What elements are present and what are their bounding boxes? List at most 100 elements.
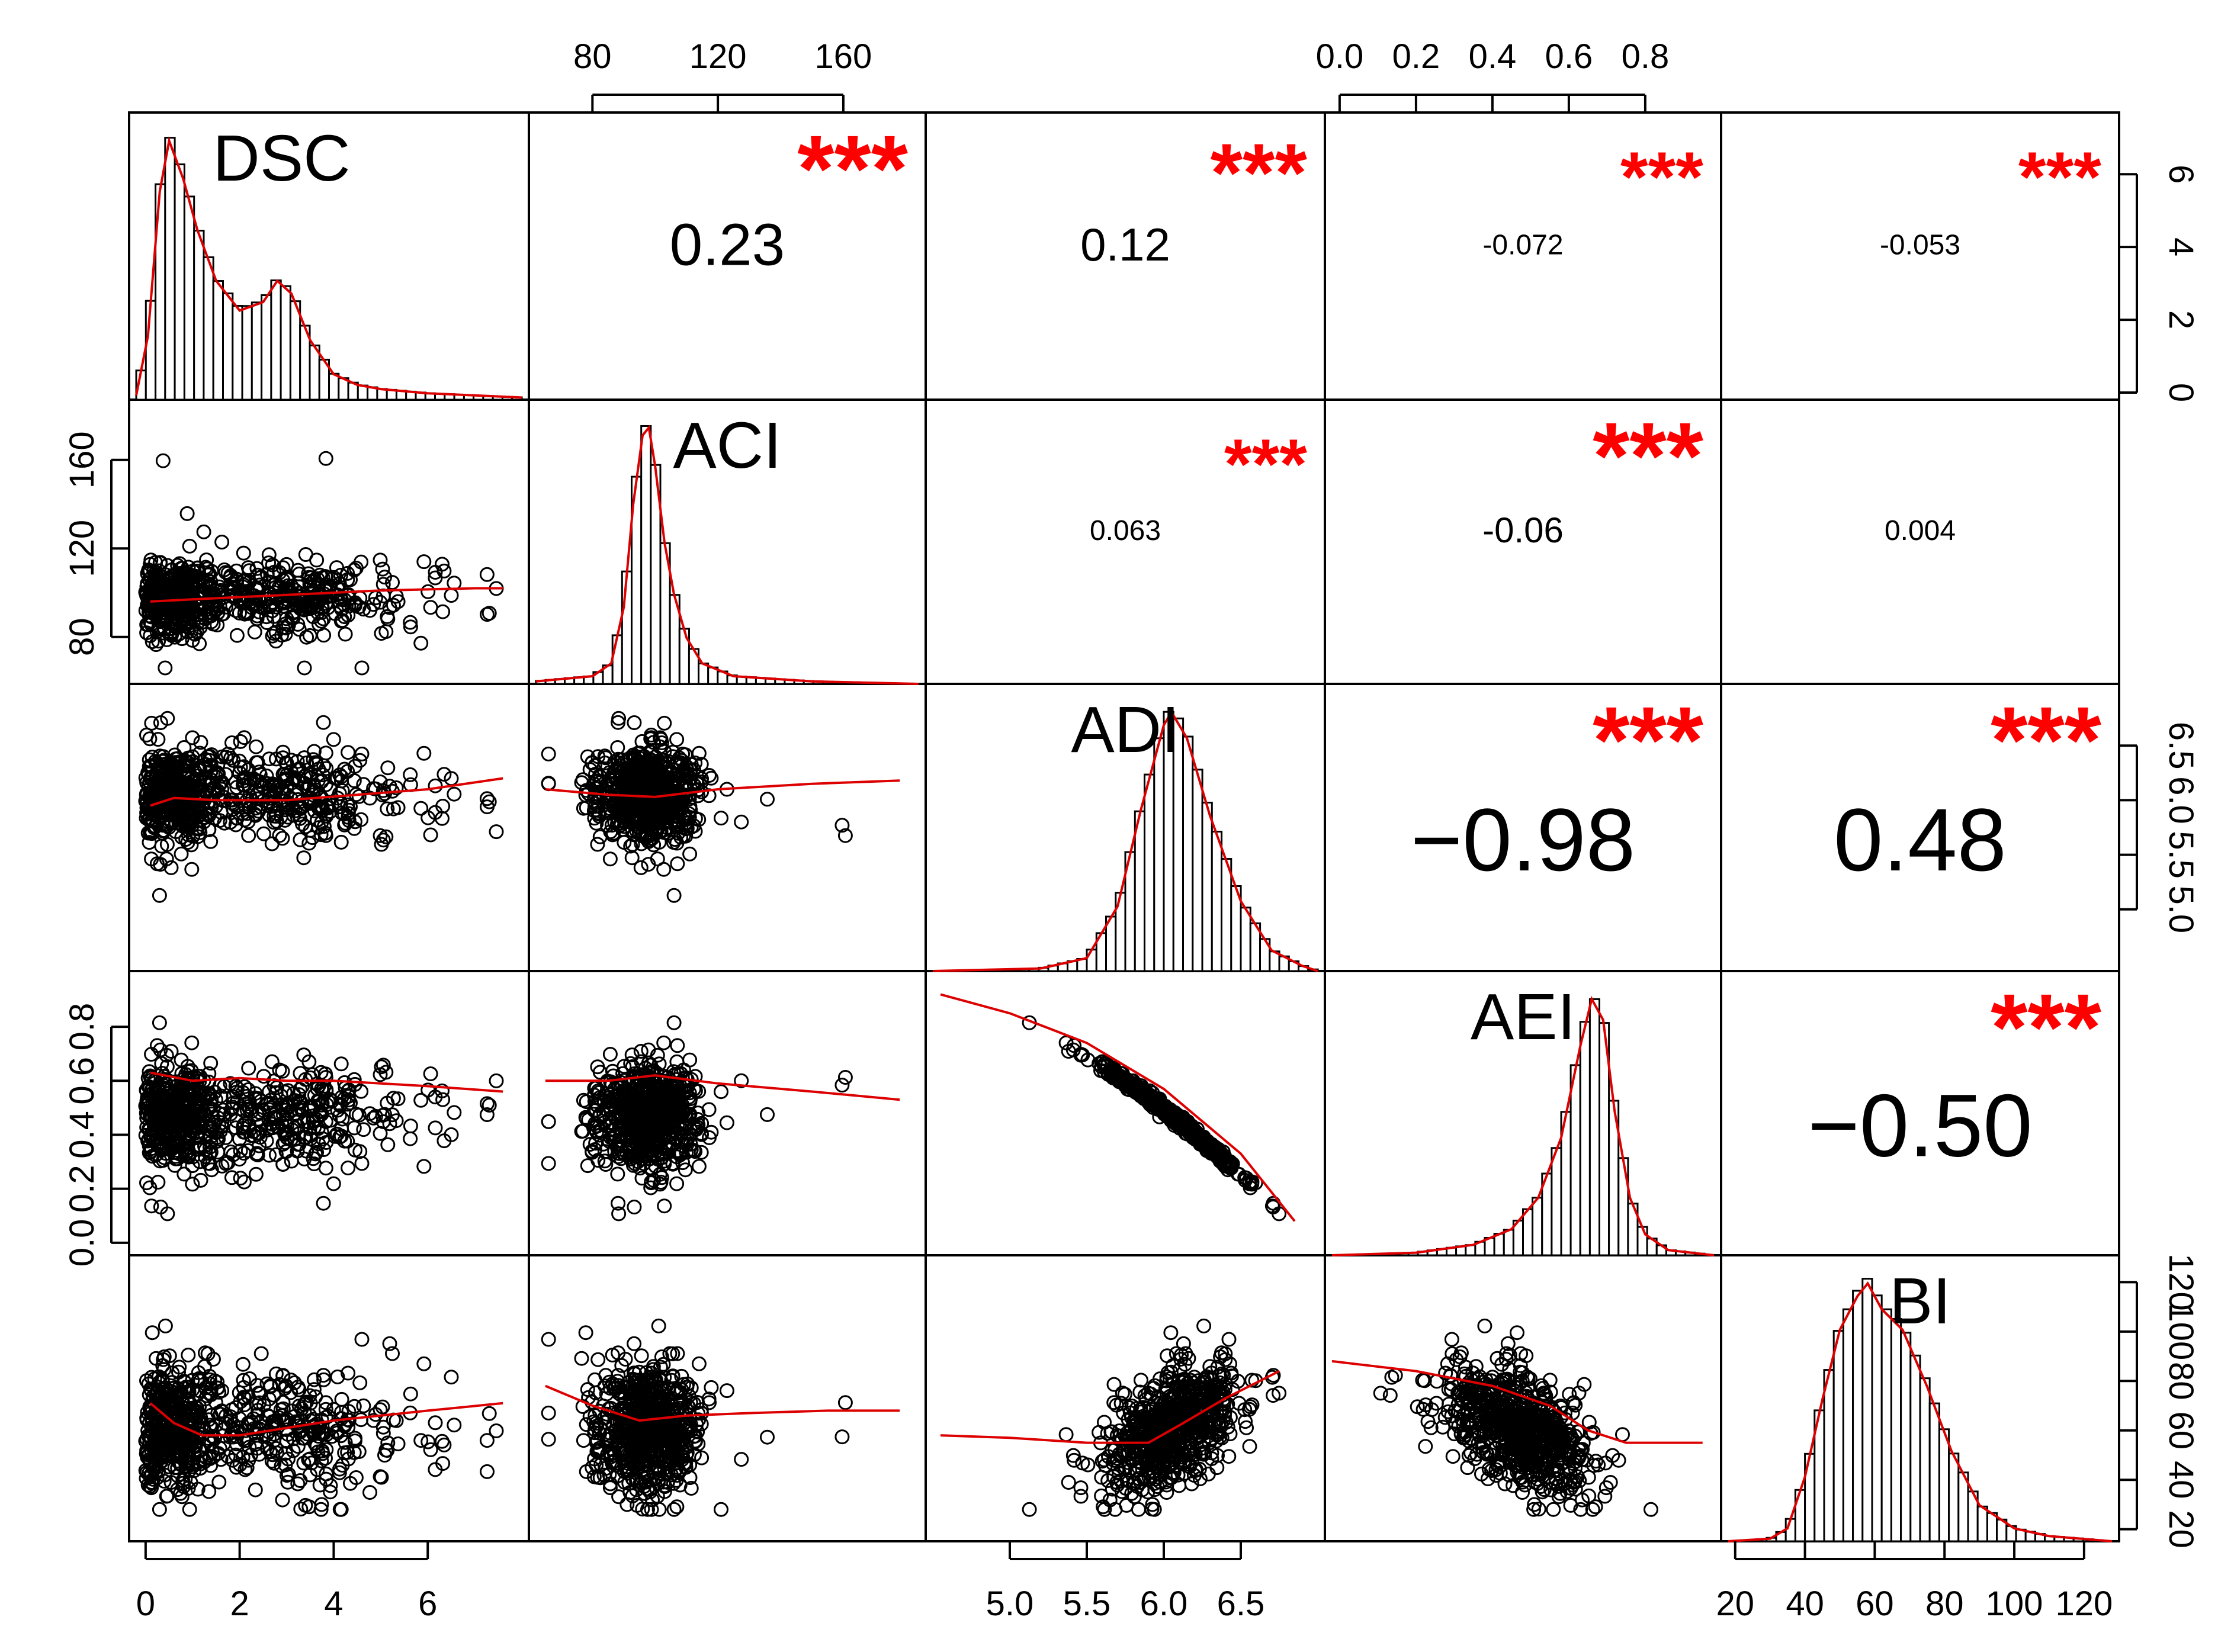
scatter-point <box>666 1502 682 1517</box>
scatter-point <box>444 588 459 603</box>
scatter-point <box>413 635 429 651</box>
scatter-point <box>214 535 230 549</box>
scatter-point <box>293 832 308 847</box>
scatter-point <box>170 751 185 766</box>
scatter-point <box>403 1386 418 1402</box>
scatter-point <box>314 799 330 815</box>
scatter-point <box>218 767 233 782</box>
scatter-point <box>204 614 219 629</box>
scatter-point <box>185 632 200 648</box>
scatter-point <box>436 563 452 578</box>
scatter-point <box>268 751 284 767</box>
scatter-point <box>447 1105 462 1120</box>
scatter-point <box>302 577 317 592</box>
scatter-point <box>182 538 197 554</box>
scatter-point <box>413 801 429 816</box>
scatter-point <box>296 850 312 866</box>
scatter-point <box>489 824 504 840</box>
scatter-point <box>324 798 339 813</box>
scatter-point <box>318 828 333 843</box>
panel-ACI-DSC <box>128 398 530 685</box>
scatter-point <box>656 1035 672 1050</box>
scatter-point <box>226 753 241 768</box>
scatter-point <box>403 619 418 635</box>
scatter-point <box>352 1375 368 1390</box>
scatter-point <box>170 558 185 573</box>
scatter-point <box>185 828 201 844</box>
scatter-point <box>156 749 171 764</box>
scatter-point <box>590 837 605 852</box>
scatter-point <box>152 1015 167 1030</box>
scatter-point <box>666 1015 682 1030</box>
scatter-point <box>241 828 256 843</box>
scatter-point <box>203 763 219 779</box>
scatter-point <box>229 811 244 825</box>
scatter-point <box>158 1318 173 1333</box>
scatter-point <box>373 552 388 568</box>
scatter-point <box>155 591 170 606</box>
scatter-point <box>669 732 685 747</box>
scatter-point <box>146 564 162 579</box>
scatter-point <box>272 828 287 843</box>
scatter-point <box>691 1159 707 1174</box>
scatter-point <box>158 583 173 598</box>
scatter-point <box>179 506 195 521</box>
scatter-point <box>482 1406 497 1421</box>
scatter-point <box>380 760 396 776</box>
scatter-ACI-vs-DSC <box>138 451 504 676</box>
scatter-point <box>185 1177 200 1192</box>
scatter-point <box>224 795 240 811</box>
scatter-point <box>373 1126 388 1141</box>
smooth-line-ACI-vs-DSC <box>150 587 503 603</box>
scatter-point <box>489 1423 504 1438</box>
scatter-point <box>374 626 389 641</box>
scatter-point <box>309 595 324 610</box>
scatter-point <box>447 1418 462 1433</box>
scatter-point <box>229 563 244 578</box>
scatter-point <box>338 626 353 642</box>
scatter-point <box>390 800 406 815</box>
scatter-point <box>279 557 294 572</box>
scatter-point <box>356 777 371 792</box>
scatter-point <box>172 575 187 590</box>
scatter-point <box>242 574 257 590</box>
scatter-point <box>299 629 314 645</box>
scatter-point <box>295 817 310 832</box>
scatter-point <box>333 1056 349 1072</box>
scatter-point <box>297 776 312 791</box>
scatter-point <box>416 1356 432 1371</box>
scatter-point <box>150 732 166 747</box>
scatter-point <box>444 1370 459 1385</box>
scatter-point <box>403 1119 418 1134</box>
scatter-point <box>377 570 392 585</box>
scatter-point <box>271 778 287 793</box>
scatter-point <box>184 774 199 789</box>
scatter-point <box>155 453 171 468</box>
scatter-point <box>333 769 349 785</box>
scatter-point <box>354 1156 370 1171</box>
scatter-point <box>188 796 203 812</box>
scatter-point <box>139 579 155 594</box>
scatter-point <box>403 1131 418 1146</box>
scatter-point <box>627 715 642 730</box>
scatter-point <box>760 1107 775 1122</box>
scatter-point <box>143 770 159 785</box>
scatter-point <box>310 773 326 788</box>
scatter-point <box>278 616 293 632</box>
scatter-point <box>202 758 217 774</box>
scatter-point <box>193 735 208 750</box>
scatter-point <box>356 602 371 617</box>
scatter-point <box>188 577 203 593</box>
scatter-AEI-vs-ACI <box>541 1015 853 1222</box>
scatter-point <box>266 609 281 624</box>
scatter-point <box>218 565 233 580</box>
scatter-point <box>294 800 309 815</box>
scatter-point <box>541 746 556 761</box>
scatter-point <box>275 620 291 635</box>
scatter-point <box>174 846 189 862</box>
scatter-point <box>374 837 389 852</box>
scatter-AEI-vs-DSC <box>138 1015 504 1222</box>
scatter-point <box>236 1174 252 1190</box>
scatter-point <box>146 798 161 814</box>
scatter-point <box>275 831 290 846</box>
